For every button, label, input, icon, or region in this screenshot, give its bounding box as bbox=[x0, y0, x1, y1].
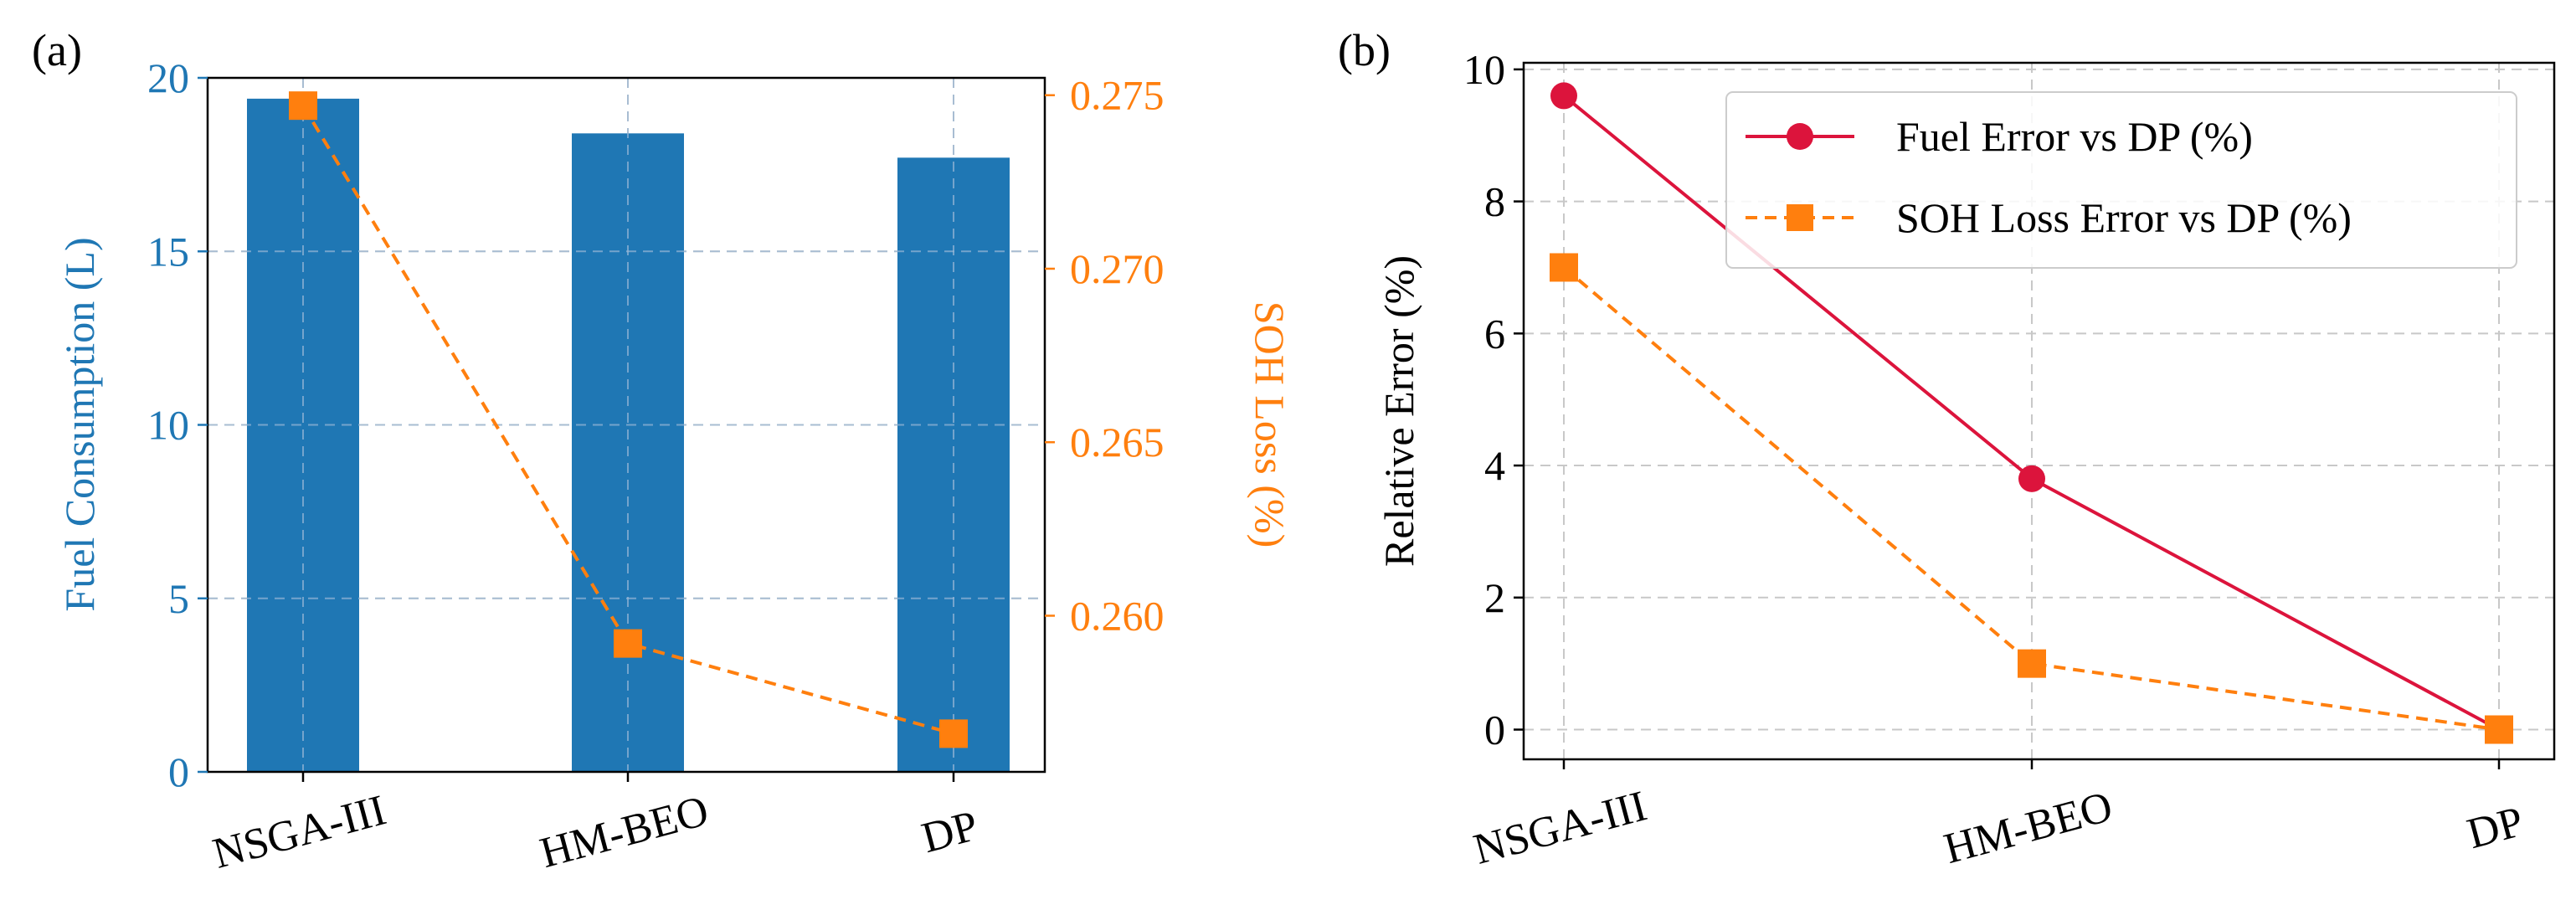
panel-b-y-tick-label: 0 bbox=[1484, 707, 1505, 753]
panel-b-legend: Fuel Error vs DP (%) SOH Loss Error vs D… bbox=[1725, 91, 2517, 269]
panel-a-y-axis-label: Fuel Consumption (L) bbox=[56, 237, 103, 611]
panel-a-y-tick-label: 20 bbox=[147, 54, 189, 101]
soh-error-marker-hm-beo bbox=[2018, 649, 2046, 678]
panel-b-y-tick-label: 10 bbox=[1463, 46, 1505, 93]
panel-a-y-tick-label: 15 bbox=[147, 228, 189, 275]
legend-soh-marker bbox=[1787, 204, 1813, 231]
panel-a-y2-ticks: 0.260 0.265 0.270 0.275 bbox=[1045, 72, 1165, 639]
panel-a-y2-tick-label: 0.265 bbox=[1070, 419, 1165, 465]
soh-loss-line bbox=[301, 105, 954, 736]
panel-b-y-ticks: 0 2 4 6 8 10 bbox=[1463, 46, 1524, 753]
panel-b-frame bbox=[1522, 61, 2556, 761]
panel-a-y-tick-label: 10 bbox=[147, 402, 189, 449]
legend-soh-label: SOH Loss Error vs DP (%) bbox=[1896, 194, 2352, 241]
panel-a-y2-tick-label: 0.270 bbox=[1070, 245, 1165, 292]
panel-a-y-ticks: 0 5 10 15 20 bbox=[147, 54, 208, 795]
panel-a-bars bbox=[208, 77, 1045, 773]
fuel-error-marker-nsga-iii bbox=[1550, 82, 1577, 110]
panel-b-lines bbox=[1550, 82, 2513, 744]
panel-b-y-tick-label: 8 bbox=[1484, 178, 1505, 225]
panel-b-label: (b) bbox=[1338, 25, 1391, 75]
soh-error-marker-dp bbox=[2485, 715, 2513, 744]
panel-b-y-tick-label: 2 bbox=[1484, 574, 1505, 621]
soh-error-line bbox=[1562, 265, 2500, 732]
panel-a-y2-tick-label: 0.260 bbox=[1070, 592, 1165, 639]
panel-a-soh-line bbox=[289, 91, 968, 748]
panel-a-label: (a) bbox=[32, 25, 82, 75]
soh-loss-marker-nsga-iii bbox=[289, 91, 317, 121]
panel-a-y-tick-label: 5 bbox=[168, 575, 189, 622]
fuel-error-marker-hm-beo bbox=[2018, 465, 2045, 492]
panel-a-y-tick-label: 0 bbox=[168, 748, 189, 795]
panel-b-y-axis-label: Relative Error (%) bbox=[1375, 255, 1422, 567]
legend-fuel-label: Fuel Error vs DP (%) bbox=[1896, 113, 2253, 160]
panel-a-y2-tick-label: 0.275 bbox=[1070, 72, 1165, 119]
soh-loss-marker-hm-beo bbox=[614, 629, 642, 658]
soh-error-marker-nsga-iii bbox=[1550, 253, 1578, 282]
soh-loss-marker-dp bbox=[939, 719, 968, 748]
panel-b-y-tick-label: 6 bbox=[1484, 310, 1505, 357]
panel-a-y2-axis-label: SOH Loss (%) bbox=[1247, 301, 1293, 548]
legend-box bbox=[1725, 91, 2517, 269]
legend-fuel-marker bbox=[1787, 123, 1813, 150]
panel-b-y-tick-label: 4 bbox=[1484, 442, 1505, 489]
